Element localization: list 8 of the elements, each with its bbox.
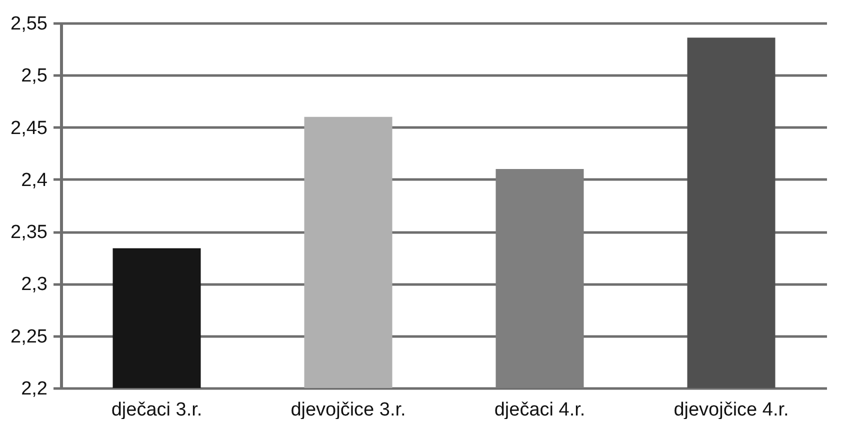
y-tick-label: 2,2 [21,378,48,400]
y-tick-label: 2,25 [10,326,48,348]
y-tick-label: 2,55 [10,14,48,34]
y-tick-label: 2,35 [10,222,48,244]
y-tick-label: 2,3 [21,274,48,296]
y-tick-label: 2,45 [10,118,48,139]
y-tick-label: 2,4 [21,170,48,191]
y-tick-label: 2,5 [21,66,48,87]
